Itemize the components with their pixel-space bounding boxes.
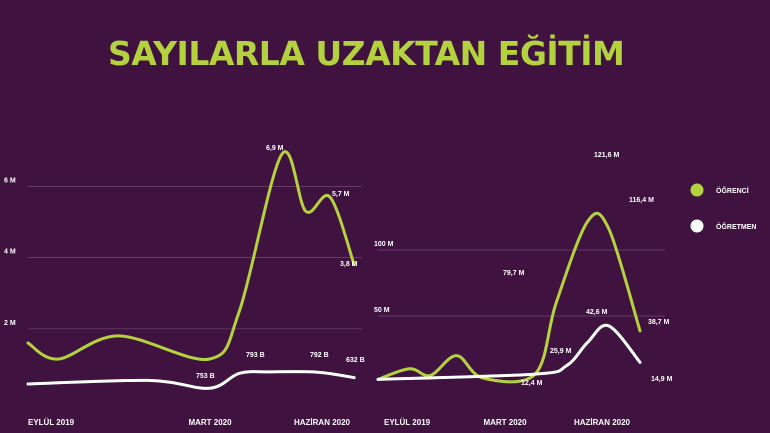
y-tick-label: 50 M <box>374 307 390 314</box>
data-label: 116,4 M <box>629 197 654 204</box>
y-tick-label: 6 M <box>4 177 16 184</box>
data-label: 38,7 M <box>648 319 670 326</box>
data-label: 632 B <box>346 357 365 364</box>
x-tick-label: MART 2020 <box>483 418 527 427</box>
data-label: 42,6 M <box>586 309 608 316</box>
x-tick-label: HAZİRAN 2020 <box>294 418 351 427</box>
x-tick-label: EYLÜL 2019 <box>384 418 431 427</box>
x-tick-label: MART 2020 <box>188 418 232 427</box>
x-tick-label: EYLÜL 2019 <box>28 418 75 427</box>
data-label: 14,9 M <box>651 376 673 383</box>
y-tick-label: 4 M <box>4 249 16 256</box>
legend-label: ÖĞRETMEN <box>716 222 756 231</box>
ogrenci-line <box>376 211 642 384</box>
y-tick-label: 2 M <box>4 320 16 327</box>
legend-ogrenci-dot <box>690 183 704 197</box>
data-label: 121,6 M <box>594 152 619 159</box>
legend-label: ÖĞRENCİ <box>716 186 749 195</box>
data-label: 753 B <box>196 373 215 380</box>
ogrenci-line <box>26 150 356 361</box>
data-label: 5,7 M <box>332 191 350 198</box>
page-title: SAYILARLA UZAKTAN EĞİTİM <box>108 34 625 73</box>
data-label: 792 B <box>310 352 329 359</box>
data-label: 12,4 M <box>521 380 543 387</box>
data-label: 3,8 M <box>340 261 358 268</box>
ogretmen-line <box>376 323 642 381</box>
y-tick-label: 100 M <box>374 241 394 248</box>
data-label: 793 B <box>246 352 265 359</box>
data-label: 25,9 M <box>550 348 572 355</box>
data-label: 6,9 M <box>266 145 284 152</box>
data-label: 79,7 M <box>503 270 525 277</box>
x-tick-label: HAZİRAN 2020 <box>574 418 631 427</box>
legend-ogretmen-dot <box>690 219 704 233</box>
ogretmen-line <box>26 370 356 390</box>
